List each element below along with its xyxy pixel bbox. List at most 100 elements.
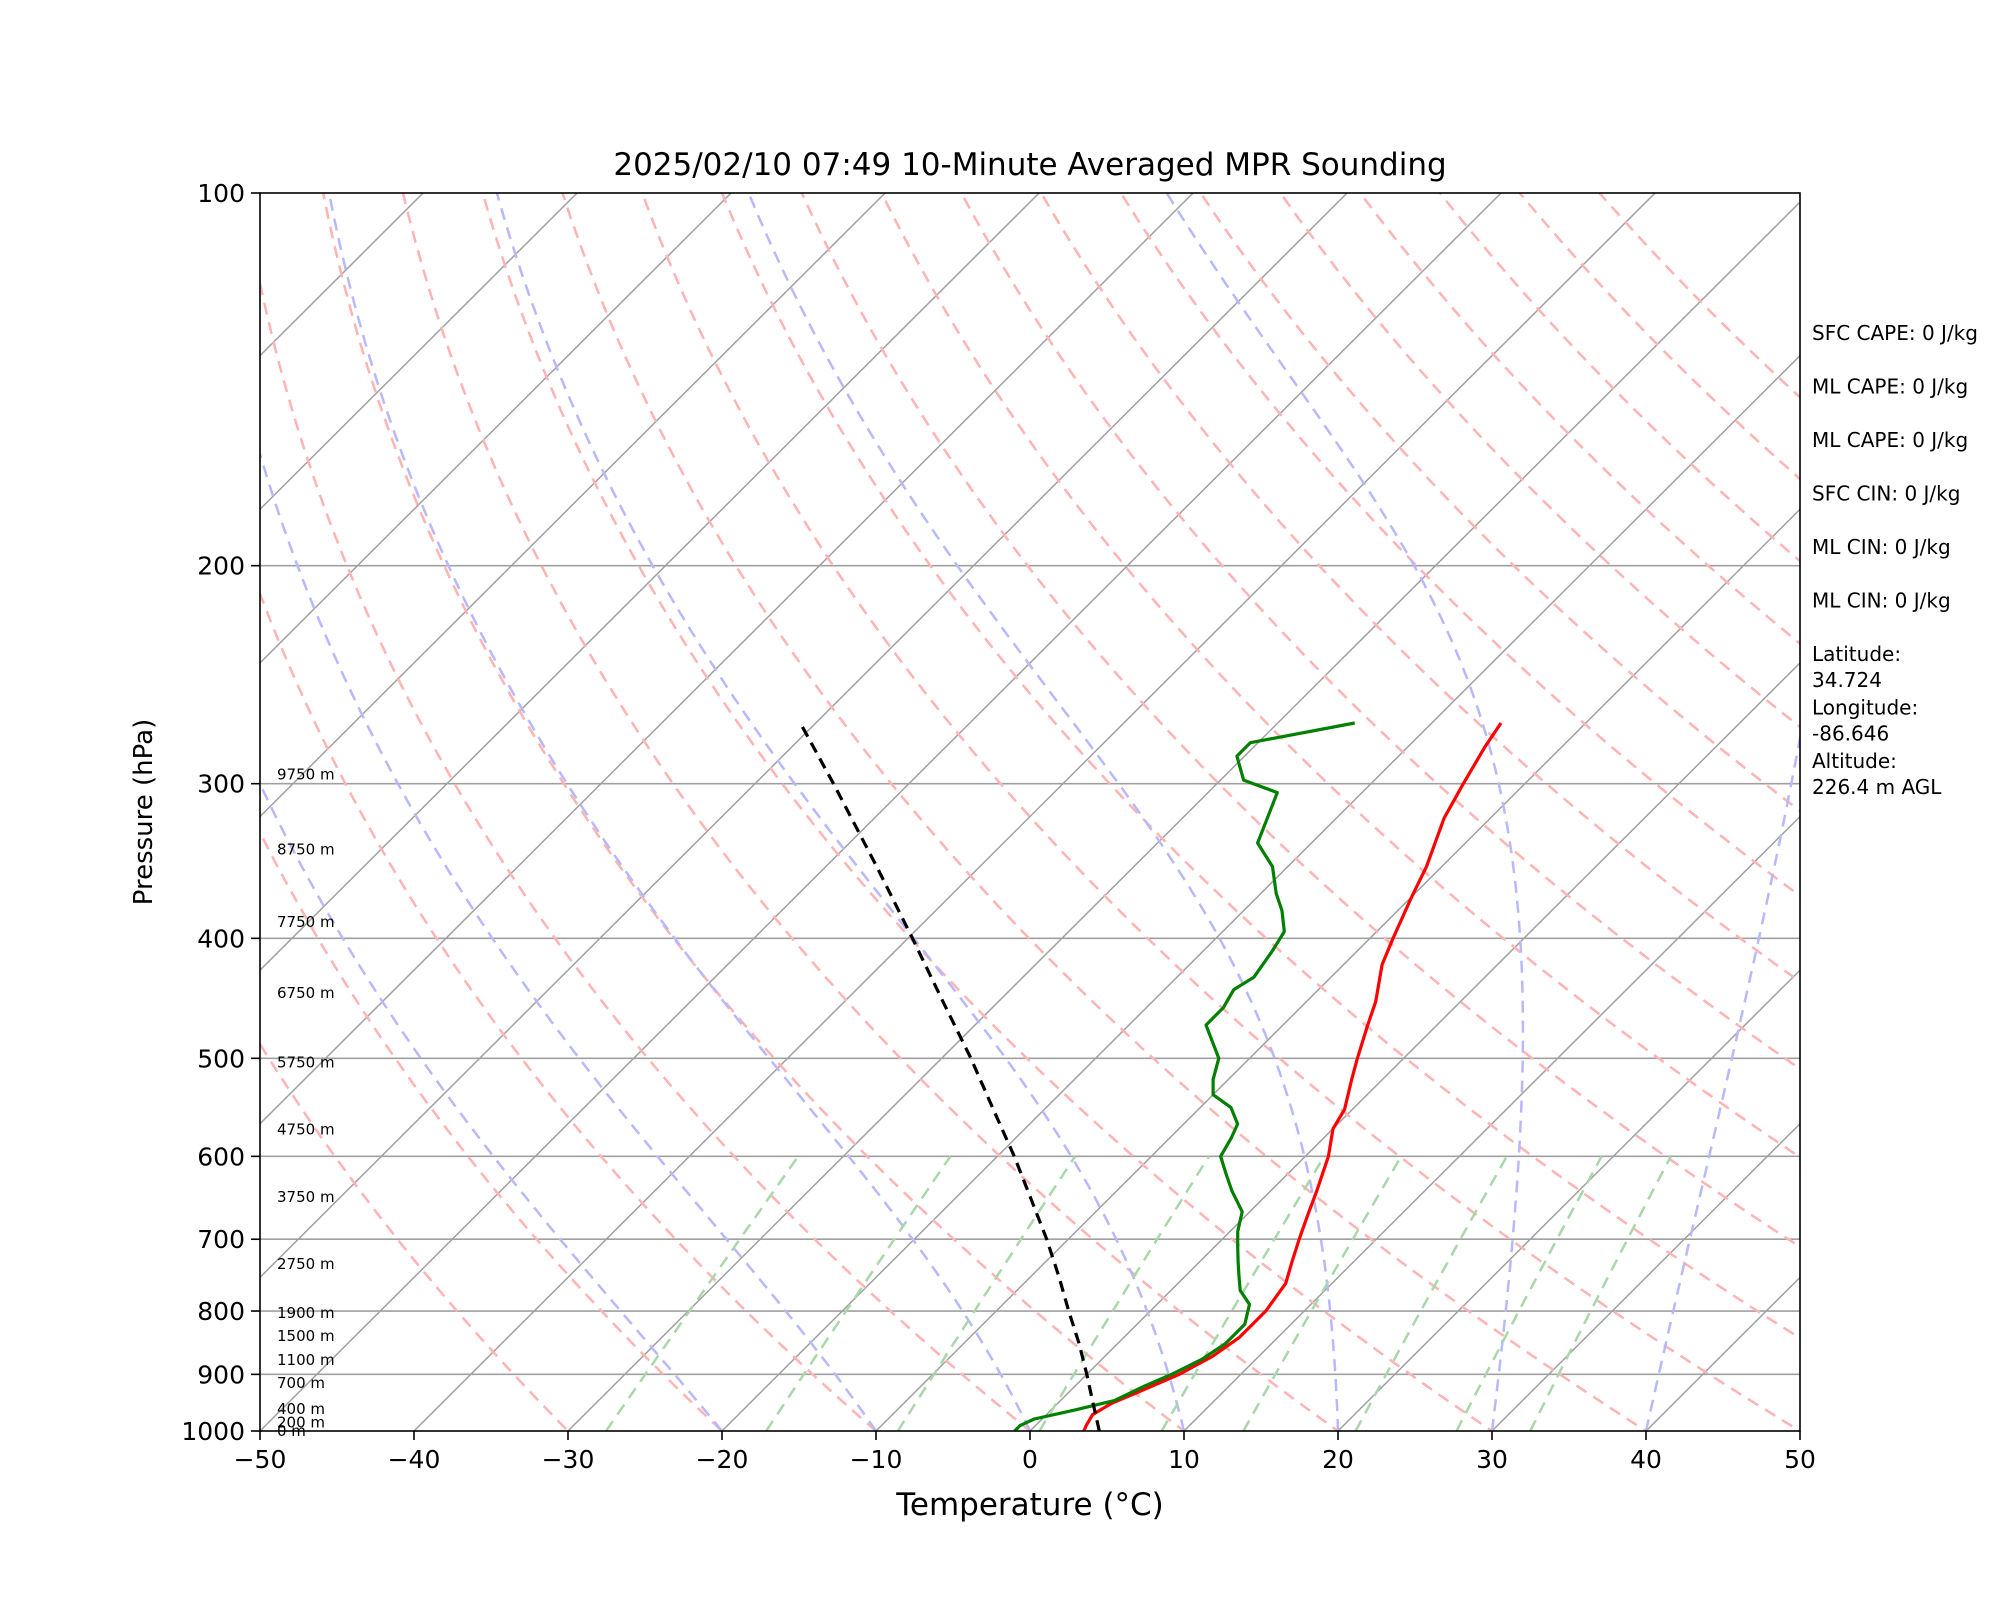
x-tick-label: −20 bbox=[696, 1445, 749, 1474]
sounding-parameter-text: Longitude: -86.646 bbox=[1812, 696, 1918, 746]
y-tick-label: 400 bbox=[197, 924, 245, 953]
dry-adiabat-line bbox=[260, 1041, 570, 1431]
height-label: 4750 m bbox=[277, 1121, 335, 1139]
height-label: 400 m bbox=[277, 1400, 325, 1418]
isotherm-line bbox=[1183, 815, 1800, 1431]
x-tick-label: −10 bbox=[850, 1445, 903, 1474]
moist-adiabat-line bbox=[327, 193, 1032, 1431]
plot-frame bbox=[259, 192, 1801, 1432]
x-tick-label: 50 bbox=[1784, 1445, 1816, 1474]
height-label: 5750 m bbox=[277, 1054, 335, 1072]
isotherm-line bbox=[260, 193, 1502, 1431]
x-tick-label: −40 bbox=[388, 1445, 441, 1474]
x-tick-label: 30 bbox=[1476, 1445, 1508, 1474]
dry-adiabat-line bbox=[1597, 193, 1800, 399]
moist-adiabat-line bbox=[1165, 193, 1525, 1431]
dry-adiabat-line bbox=[1358, 193, 1800, 646]
dry-adiabat-line bbox=[1518, 193, 1800, 481]
moist-adiabat-line bbox=[495, 193, 1186, 1431]
mixing-ratio-line bbox=[1160, 1155, 1326, 1431]
moist-adiabat-line bbox=[1644, 731, 1800, 1431]
dry-adiabat-line bbox=[401, 193, 1341, 1431]
mixing-ratio-line bbox=[1354, 1155, 1508, 1431]
dry-adiabat-line bbox=[720, 193, 1800, 1340]
parcel-path-line bbox=[798, 722, 1101, 1431]
isotherm-line bbox=[413, 193, 1656, 1431]
chart-title: 2025/02/10 07:49 10-Minute Averaged MPR … bbox=[613, 147, 1446, 183]
dry-adiabat-line bbox=[880, 193, 1800, 1159]
x-axis-label: Temperature (°C) bbox=[895, 1487, 1164, 1523]
dry-adiabat-line bbox=[260, 590, 878, 1431]
isotherm-line bbox=[260, 193, 578, 511]
y-tick-label: 500 bbox=[197, 1044, 245, 1073]
mixing-ratio-line bbox=[1242, 1155, 1403, 1431]
sounding-parameter-text: SFC CIN: 0 J/kg bbox=[1812, 482, 1960, 506]
sounding-parameter-text: SFC CAPE: 0 J/kg bbox=[1812, 321, 1978, 345]
dry-adiabat-line bbox=[260, 829, 724, 1431]
dry-adiabat-line bbox=[800, 193, 1800, 1249]
isotherm-line bbox=[260, 193, 1040, 972]
y-tick-label: 100 bbox=[197, 179, 245, 208]
dry-adiabat-line bbox=[959, 193, 1800, 1071]
isotherm-line bbox=[567, 201, 1800, 1431]
isotherm-line bbox=[260, 193, 1348, 1279]
dry-adiabat-line bbox=[260, 277, 1032, 1431]
dry-adiabat-line bbox=[1039, 193, 1800, 984]
mixing-ratio-line bbox=[1529, 1155, 1672, 1431]
sounding-parameters-panel: SFC CAPE: 0 J/kg ML CAPE: 0 J/kg ML CAPE: … bbox=[1812, 321, 1978, 799]
sounding-parameter-text: Altitude: 226.4 m AGL bbox=[1812, 749, 1942, 799]
temperature-profile-line bbox=[1082, 722, 1503, 1431]
dry-adiabat-line bbox=[1119, 193, 1800, 898]
x-tick-label: 20 bbox=[1322, 1445, 1354, 1474]
height-label: 6750 m bbox=[277, 984, 335, 1002]
height-label: 7750 m bbox=[277, 913, 335, 931]
y-tick-label: 200 bbox=[197, 552, 245, 581]
moist-adiabat-line bbox=[260, 449, 878, 1431]
y-tick-label: 300 bbox=[197, 770, 245, 799]
y-tick-label: 700 bbox=[197, 1225, 245, 1254]
isotherm-line bbox=[1029, 661, 1800, 1431]
y-tick-label: 600 bbox=[197, 1142, 245, 1171]
dry-adiabat-line bbox=[321, 193, 1187, 1431]
y-tick-label: 800 bbox=[197, 1297, 245, 1326]
height-label: 1500 m bbox=[277, 1327, 335, 1345]
dewpoint-profile-line bbox=[1013, 721, 1355, 1431]
dry-adiabat-line bbox=[561, 193, 1649, 1431]
isotherm-line bbox=[260, 193, 732, 664]
sounding-parameter-text: ML CIN: 0 J/kg bbox=[1812, 535, 1951, 559]
dry-adiabat-line bbox=[1278, 193, 1800, 729]
isotherm-line bbox=[721, 354, 1800, 1431]
height-label: 1100 m bbox=[277, 1351, 335, 1369]
height-label: 1900 m bbox=[277, 1304, 335, 1322]
x-tick-label: 10 bbox=[1168, 1445, 1200, 1474]
sounding-parameter-text: Latitude: 34.724 bbox=[1812, 642, 1901, 692]
isotherm-line bbox=[1337, 969, 1800, 1431]
isotherm-line bbox=[260, 193, 1194, 1125]
y-tick-label: 900 bbox=[197, 1360, 245, 1389]
x-tick-label: 40 bbox=[1630, 1445, 1662, 1474]
height-label: 700 m bbox=[277, 1374, 325, 1392]
x-tick-label: −50 bbox=[234, 1445, 287, 1474]
isotherm-line bbox=[1491, 1122, 1800, 1431]
height-label: 9750 m bbox=[277, 766, 335, 784]
dry-adiabat-line bbox=[1199, 193, 1800, 813]
y-axis-label: Pressure (hPa) bbox=[129, 719, 159, 906]
sounding-parameter-text: ML CAPE: 0 J/kg bbox=[1812, 428, 1968, 452]
height-label: 3750 m bbox=[277, 1188, 335, 1206]
moist-adiabat-line bbox=[747, 193, 1340, 1431]
y-tick-label: 1000 bbox=[181, 1417, 245, 1446]
x-tick-label: −30 bbox=[542, 1445, 595, 1474]
mixing-ratio-line bbox=[604, 1155, 800, 1431]
mixing-ratio-line bbox=[1038, 1155, 1210, 1431]
dry-adiabat-line bbox=[481, 193, 1495, 1431]
height-label: 8750 m bbox=[277, 840, 335, 858]
isotherm-line bbox=[875, 508, 1800, 1431]
sounding-parameter-text: ML CAPE: 0 J/kg bbox=[1812, 375, 1968, 399]
isotherm-line bbox=[260, 193, 886, 818]
height-label: 200 m bbox=[277, 1413, 325, 1431]
dry-adiabat-line bbox=[640, 193, 1800, 1431]
mixing-ratio-line bbox=[896, 1155, 1077, 1431]
x-tick-label: 0 bbox=[1022, 1445, 1038, 1474]
height-label: 2750 m bbox=[277, 1255, 335, 1273]
